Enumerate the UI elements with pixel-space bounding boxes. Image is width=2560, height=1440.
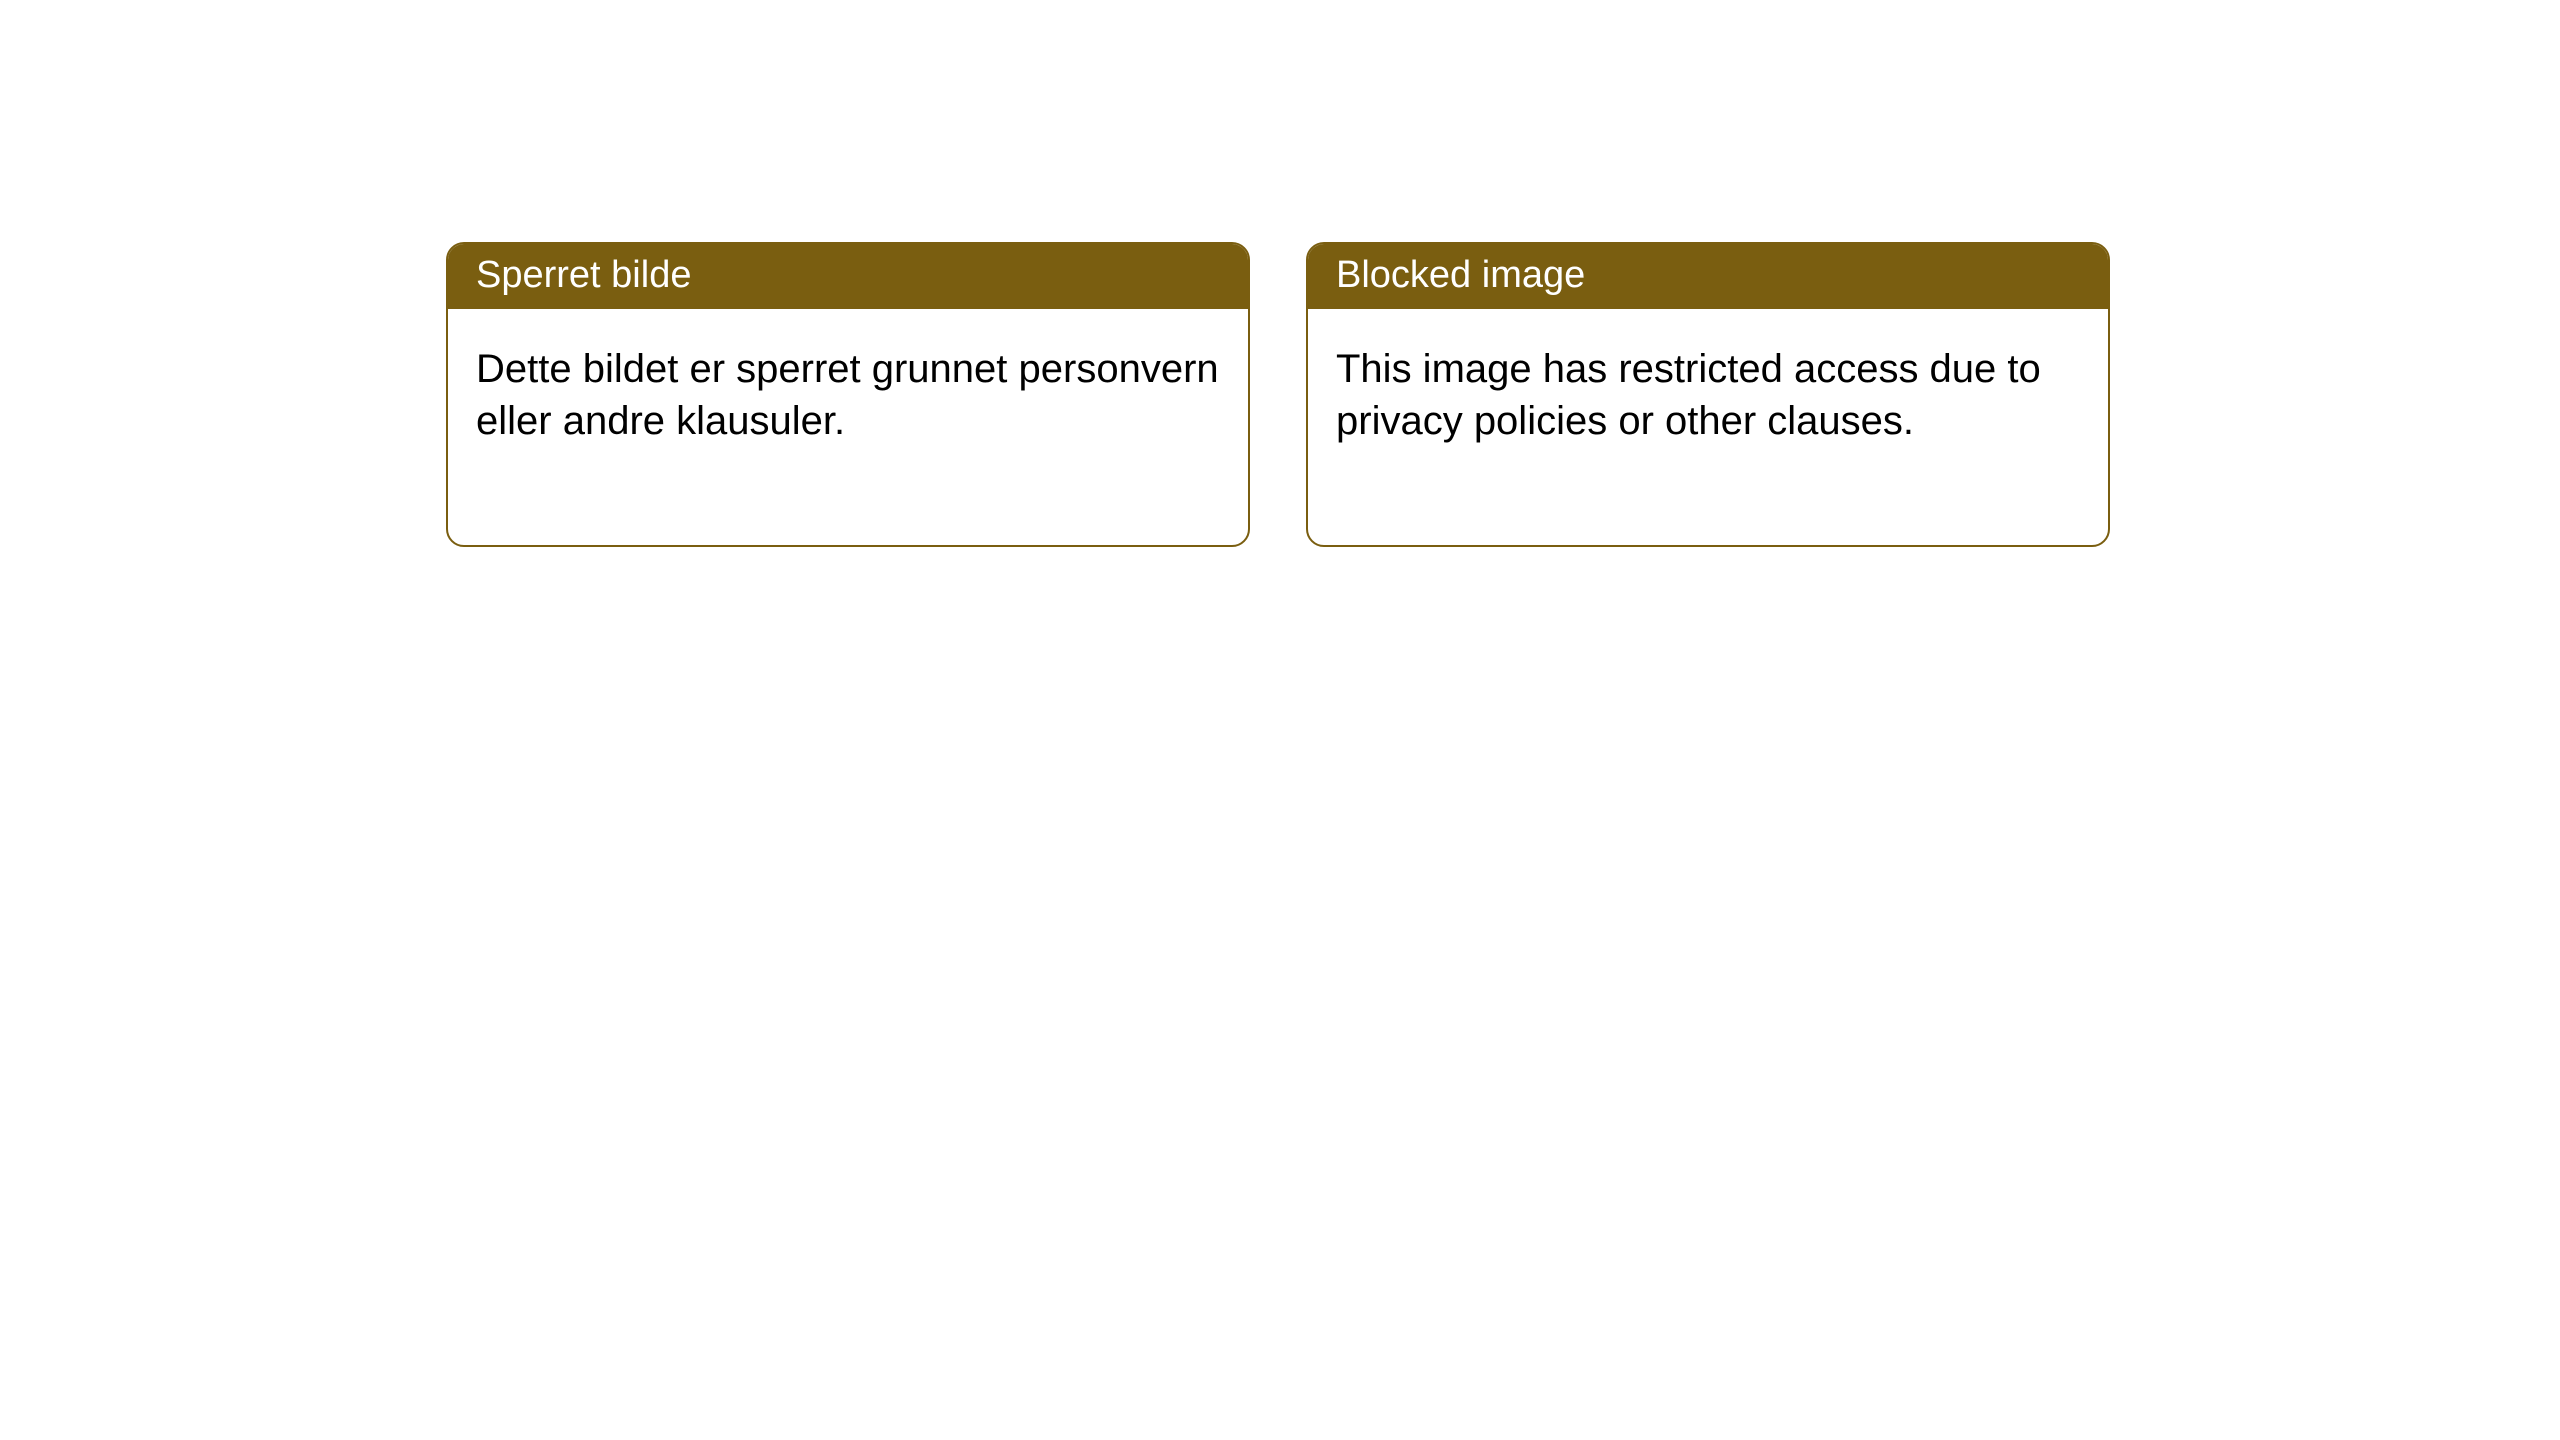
notice-card-message: This image has restricted access due to …	[1336, 347, 2041, 443]
notice-card-message: Dette bildet er sperret grunnet personve…	[476, 347, 1219, 443]
notice-card-title: Blocked image	[1336, 254, 1585, 296]
notice-card-body: This image has restricted access due to …	[1308, 309, 2108, 545]
notice-card-body: Dette bildet er sperret grunnet personve…	[448, 309, 1248, 545]
notice-cards-container: Sperret bilde Dette bildet er sperret gr…	[0, 0, 2560, 547]
notice-card-header: Blocked image	[1308, 244, 2108, 309]
notice-card-title: Sperret bilde	[476, 254, 691, 296]
notice-card-norwegian: Sperret bilde Dette bildet er sperret gr…	[446, 242, 1250, 547]
notice-card-header: Sperret bilde	[448, 244, 1248, 309]
notice-card-english: Blocked image This image has restricted …	[1306, 242, 2110, 547]
